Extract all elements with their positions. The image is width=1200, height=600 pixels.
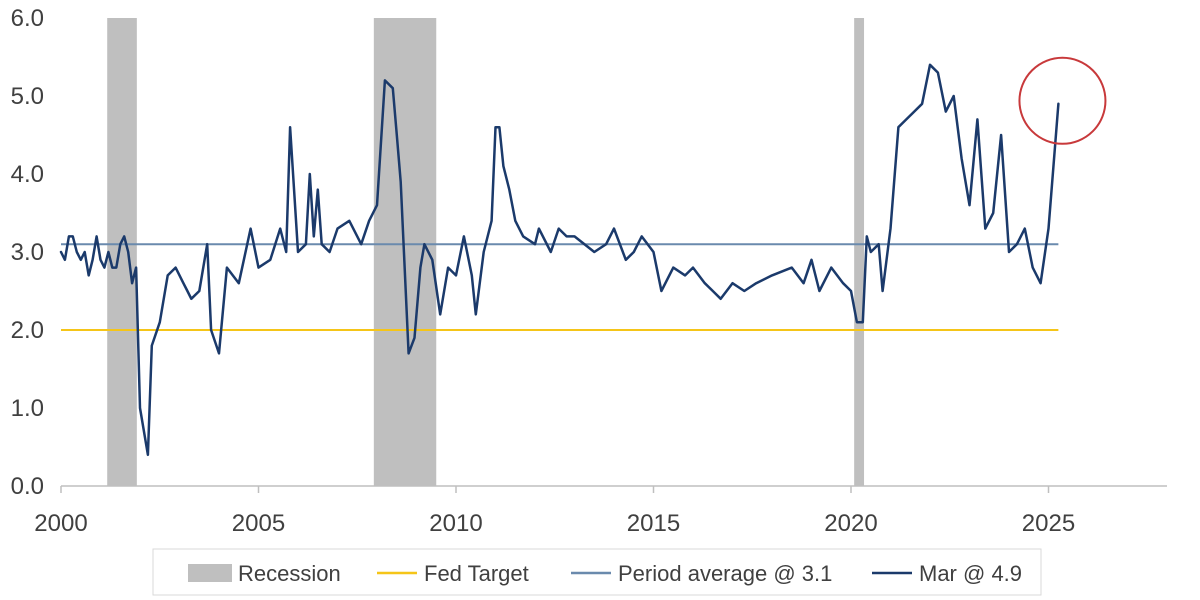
y-tick-label: 6.0 [11, 5, 44, 32]
recession-band-2 [854, 18, 865, 486]
axes: 0.0 1.0 2.0 3.0 4.0 5.0 6.0 2000 2005 2010 2015 202… [11, 5, 1167, 537]
x-tick-label: 2010 [429, 510, 482, 537]
y-tick-label: 5.0 [11, 83, 44, 110]
y-tick-label: 0.0 [11, 473, 44, 500]
series-line-0 [59, 63, 1060, 457]
legend-label: Mar @ 4.9 [919, 561, 1022, 586]
x-tick-label: 2025 [1022, 510, 1075, 537]
legend-swatch-recession [188, 564, 232, 582]
reference-lines [61, 243, 1059, 331]
y-tick-label: 2.0 [11, 317, 44, 344]
x-tick-label: 2005 [232, 510, 285, 537]
x-tick-label: 2020 [824, 510, 877, 537]
recession-bands [107, 18, 865, 486]
highlight-circle [1018, 56, 1107, 145]
legend-label: Fed Target [424, 561, 529, 586]
legend-label: Recession [238, 561, 341, 586]
legend-label: Period average @ 3.1 [618, 561, 832, 586]
annotations [1018, 56, 1107, 145]
series-lines [59, 63, 1060, 457]
recession-band-0 [107, 18, 137, 486]
y-tick-label: 4.0 [11, 161, 44, 188]
x-tick-label: 2000 [34, 510, 87, 537]
y-tick-label: 3.0 [11, 239, 44, 266]
legend: Recession Fed Target Period average @ 3.1 M… [152, 548, 1042, 596]
x-tick-label: 2015 [627, 510, 680, 537]
y-tick-label: 1.0 [11, 395, 44, 422]
